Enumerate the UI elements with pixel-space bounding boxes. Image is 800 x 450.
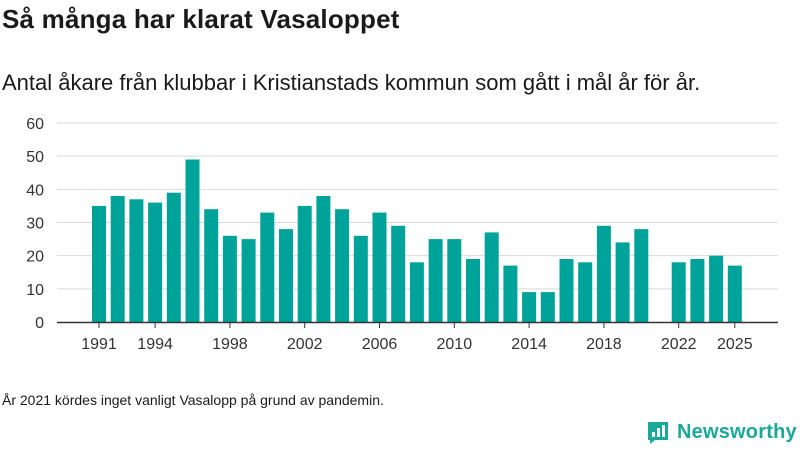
bar-2012 <box>484 232 499 322</box>
footnote: År 2021 kördes inget vanligt Vasalopp på… <box>2 392 384 408</box>
x-tick-label-2014: 2014 <box>511 336 547 353</box>
bar-2009 <box>428 239 443 322</box>
bar-2006 <box>372 212 387 322</box>
bar-2019 <box>615 242 630 322</box>
y-tick-label-50: 50 <box>26 149 44 166</box>
y-tick-label-0: 0 <box>35 315 44 332</box>
bar-2022 <box>671 262 686 322</box>
bar-1996 <box>185 159 200 322</box>
bar-2015 <box>540 292 555 322</box>
bar-1994 <box>148 202 163 322</box>
x-tick-label-2006: 2006 <box>362 336 398 353</box>
x-tick-label-2002: 2002 <box>287 336 323 353</box>
x-tick-label-1998: 1998 <box>212 336 248 353</box>
y-tick-label-40: 40 <box>26 182 44 199</box>
x-tick-label-2010: 2010 <box>437 336 473 353</box>
y-tick-label-20: 20 <box>26 249 44 266</box>
bar-chart: 0 10 20 30 40 50 60 1991 1994 1998 2002 2006 2010 201… <box>26 116 778 353</box>
brand-name: Newsworthy <box>677 420 797 443</box>
bar-2011 <box>466 259 480 322</box>
bar-2007 <box>391 225 406 322</box>
bar-2008 <box>409 262 424 322</box>
y-tick-label-30: 30 <box>26 216 44 233</box>
x-tick-label-1994: 1994 <box>137 336 173 353</box>
bar-2024 <box>709 255 724 322</box>
bar-2003 <box>316 196 331 322</box>
y-tick-label-10: 10 <box>26 282 44 299</box>
x-tick-label-2022: 2022 <box>661 336 697 353</box>
bar-2000 <box>260 212 275 322</box>
bar-1991 <box>92 205 106 322</box>
bar-2005 <box>353 235 368 322</box>
chart-subtitle: Antal åkare från klubbar i Kristianstads… <box>2 70 701 95</box>
bar-2013 <box>503 265 518 322</box>
bar-1998 <box>222 235 237 322</box>
bar-2004 <box>335 209 350 322</box>
x-tick-label-1991: 1991 <box>81 336 117 353</box>
bar-2010 <box>447 239 462 322</box>
x-tick-label-2018: 2018 <box>586 336 622 353</box>
bar-1995 <box>166 192 181 322</box>
bar-2020 <box>634 229 649 322</box>
bar-1997 <box>204 209 219 322</box>
y-tick-label-60: 60 <box>26 116 44 133</box>
bar-1992 <box>110 196 125 322</box>
chart-title: Så många har klarat Vasaloppet <box>2 4 400 34</box>
x-tick-label-2025: 2025 <box>717 336 753 353</box>
bar-2017 <box>578 262 593 322</box>
bar-1999 <box>241 239 256 322</box>
bar-2025 <box>727 265 742 322</box>
bar-2002 <box>297 205 312 322</box>
newsworthy-logo-icon <box>648 422 668 444</box>
bar-2001 <box>279 229 293 322</box>
bar-2016 <box>559 259 574 322</box>
bar-2023 <box>690 259 705 322</box>
bar-2018 <box>596 225 611 322</box>
bar-1993 <box>129 199 144 322</box>
bar-2014 <box>522 292 537 322</box>
brand-logo: Newsworthy <box>645 419 797 445</box>
